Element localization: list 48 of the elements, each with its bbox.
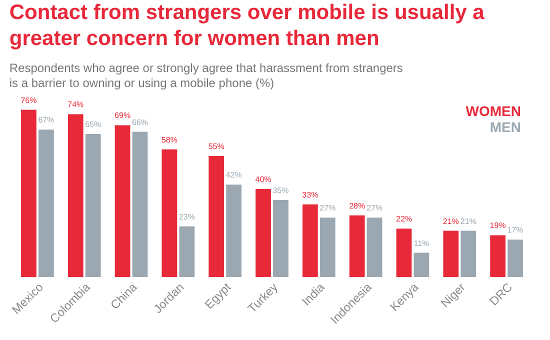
data-label: 35%	[272, 186, 289, 195]
data-label: 27%	[366, 204, 383, 213]
bar	[85, 134, 101, 277]
bar	[443, 230, 459, 277]
bar	[414, 252, 430, 277]
data-label: 28%	[349, 201, 366, 210]
data-label: 21%	[460, 216, 476, 226]
data-label: 17%	[507, 226, 524, 235]
data-label: 69%	[114, 111, 131, 120]
data-label: 11%	[414, 238, 430, 248]
text: WOMEN	[466, 103, 521, 119]
data-label: 27%	[320, 204, 336, 213]
bar	[349, 215, 365, 277]
data-label: 66%	[132, 118, 148, 127]
bar	[460, 230, 476, 277]
bar	[226, 184, 242, 277]
data-label: 19%	[490, 221, 506, 230]
bar	[508, 240, 523, 277]
data-label: 23%	[178, 212, 195, 222]
bar	[273, 200, 288, 277]
bar	[302, 204, 318, 277]
chart-title: Contact from strangers over mobile is usually a greater concern for women than men	[9, 0, 485, 50]
bar	[256, 189, 271, 277]
bar	[208, 156, 224, 277]
bar	[132, 132, 148, 277]
text: MEN	[490, 119, 521, 135]
bar	[490, 235, 506, 277]
data-label: 76%	[20, 96, 37, 105]
data-label: 22%	[396, 214, 412, 224]
bar	[366, 218, 382, 277]
bar	[38, 130, 54, 277]
data-label: 42%	[226, 170, 242, 180]
data-label: 55%	[208, 142, 224, 151]
data-label: 33%	[302, 190, 318, 200]
bar	[320, 218, 336, 277]
bar	[68, 114, 84, 277]
data-label: 40%	[255, 175, 272, 184]
bar	[162, 149, 178, 277]
bar	[114, 125, 130, 277]
data-label: 65%	[85, 120, 102, 129]
data-label: 58%	[161, 135, 178, 144]
bar	[179, 226, 195, 277]
bar	[396, 228, 412, 277]
chart-subtitle: Respondents who agree or strongly agree that harassment from strangers is a barrier to owning or using a mobile phone (%)	[9, 60, 403, 90]
data-label: 74%	[68, 100, 84, 110]
data-label: 67%	[38, 116, 54, 125]
data-label: 21%	[442, 216, 459, 226]
bar	[21, 110, 36, 277]
